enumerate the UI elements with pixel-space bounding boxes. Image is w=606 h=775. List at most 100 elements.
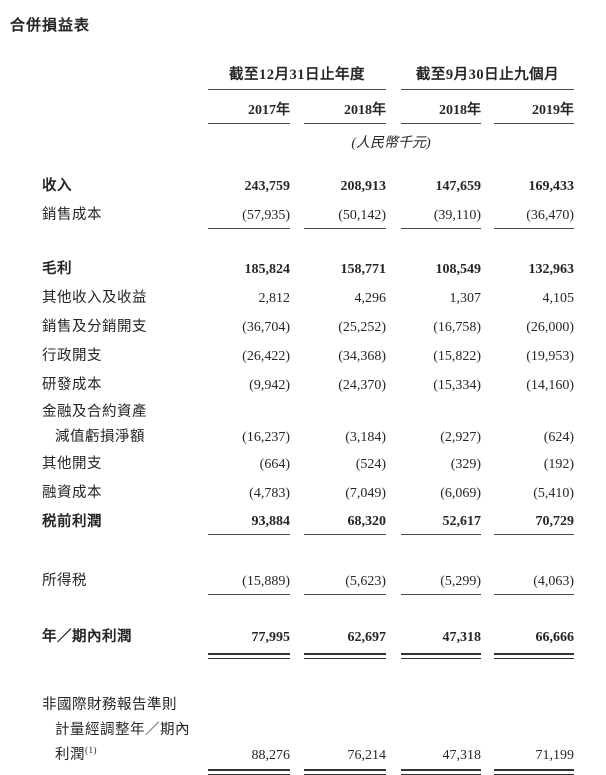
cell-value: 208,913 <box>340 179 387 194</box>
cell-value: (57,935) <box>208 199 290 229</box>
period-group-header: 截至9月30日止九個月 <box>401 59 575 90</box>
cell-value: 2,812 <box>258 290 291 306</box>
cell-value: (4,783) <box>249 485 290 501</box>
cell-value: (19,953) <box>526 348 575 364</box>
cell-value: (6,069) <box>440 485 482 501</box>
footnote-marker: (1) <box>85 744 97 755</box>
double-rule <box>401 768 482 775</box>
row-label: 銷售及分銷開支 <box>42 318 147 335</box>
year-header: 2017年 <box>208 89 290 124</box>
double-rule <box>304 652 387 659</box>
row-label: 收入 <box>42 178 72 194</box>
row-label: 非國際財務報告準則 <box>42 696 177 713</box>
cell-value: 77,995 <box>251 629 291 645</box>
row-label: 行政開支 <box>42 347 102 364</box>
cell-value: (5,623) <box>304 565 387 595</box>
cell-value: (5,299) <box>401 565 482 595</box>
cell-value: 93,884 <box>208 505 290 535</box>
double-rule-row <box>42 766 575 775</box>
gap-cell <box>290 90 304 124</box>
table-row-impairment-losses: 減值虧損淨額 (16,237) (3,184) (2,927) (624) <box>42 423 574 448</box>
row-label: 税前利潤 <box>42 513 102 530</box>
cell-value: (26,422) <box>242 348 290 364</box>
cell-value: (3,184) <box>345 429 387 445</box>
cell-value: (5,410) <box>533 485 575 501</box>
row-label: 銷售成本 <box>42 207 102 223</box>
table-row-revenue: 收入 243,759 208,913 147,659 169,433 <box>42 170 574 199</box>
table-row-gross-profit: 毛利 185,824 158,771 108,549 132,963 <box>42 253 574 282</box>
cell-value: 71,199 <box>535 747 575 763</box>
cell-value: 62,697 <box>347 629 387 645</box>
gap-cell <box>386 90 401 124</box>
double-rule <box>494 768 575 775</box>
cell-value: (16,758) <box>433 319 482 335</box>
table-row-profit-before-tax: 税前利潤 93,884 68,320 52,617 70,729 <box>42 505 575 535</box>
year-header: 2019年 <box>494 89 575 124</box>
table-row-unit-note: (人民幣千元) <box>42 124 574 155</box>
cell-value: 88,276 <box>251 747 291 763</box>
cell-value: (2,927) <box>440 429 482 445</box>
row-label: 金融及合約資產 <box>42 403 147 420</box>
cell-value: (14,160) <box>526 377 575 393</box>
cell-value: (192) <box>543 456 575 472</box>
double-rule <box>208 768 290 775</box>
table-row-year-headers: 2017年 2018年 2018年 2019年 <box>42 89 575 124</box>
empty-cell <box>42 59 208 90</box>
gap-cell <box>386 59 401 90</box>
table-row-non-ifrs-adjusted-profit: 利潤(1) 88,276 76,214 47,318 71,199 <box>42 741 574 766</box>
double-rule-row <box>42 650 575 659</box>
row-label: 其他收入及收益 <box>42 289 147 306</box>
currency-unit-note: (人民幣千元) <box>351 136 431 151</box>
spacer-row <box>42 659 574 691</box>
year-header: 2018年 <box>304 89 387 124</box>
row-label: 減值虧損淨額 <box>55 428 145 445</box>
cell-value: 70,729 <box>494 505 575 535</box>
cell-value: 4,105 <box>542 290 575 306</box>
cell-value: (329) <box>450 456 482 472</box>
cell-value: 108,549 <box>435 261 482 277</box>
cell-value: (664) <box>259 456 290 472</box>
cell-value: (24,370) <box>338 377 387 393</box>
table-row-rd-costs: 研發成本 (9,942) (24,370) (15,334) (14,160) <box>42 369 574 398</box>
row-label: 利潤(1) <box>55 744 97 763</box>
cell-value: (25,252) <box>338 319 387 335</box>
double-rule <box>208 652 290 659</box>
cell-value: 169,433 <box>528 179 575 194</box>
cell-value: 147,659 <box>435 179 482 194</box>
cell-value: 158,771 <box>340 261 387 277</box>
cell-value: (9,942) <box>249 377 290 393</box>
double-rule <box>304 768 387 775</box>
cell-value: (15,889) <box>208 565 290 595</box>
table-row-non-ifrs-label-line2: 計量經調整年／期內 <box>42 716 574 741</box>
cell-value: 66,666 <box>535 629 575 645</box>
cell-value: 47,318 <box>442 747 482 763</box>
cell-value: (50,142) <box>304 199 387 229</box>
cell-value: 68,320 <box>304 505 387 535</box>
row-label: 研發成本 <box>42 376 102 393</box>
table-row-other-income: 其他收入及收益 2,812 4,296 1,307 4,105 <box>42 282 574 311</box>
table-row-other-expenses: 其他開支 (664) (524) (329) (192) <box>42 448 574 477</box>
cell-value: (16,237) <box>242 429 290 445</box>
cell-value: 52,617 <box>401 505 482 535</box>
row-label: 年／期內利潤 <box>42 628 132 645</box>
table-row-selling-expenses: 銷售及分銷開支 (36,704) (25,252) (16,758) (26,0… <box>42 311 574 340</box>
cell-value: (15,822) <box>433 348 482 364</box>
table-row-non-ifrs-label-line1: 非國際財務報告準則 <box>42 691 574 716</box>
cell-value: 243,759 <box>244 179 291 194</box>
table-row-finance-costs: 融資成本 (4,783) (7,049) (6,069) (5,410) <box>42 477 574 506</box>
spacer-row <box>42 594 574 621</box>
cell-value: (524) <box>355 456 387 472</box>
spacer-row <box>42 228 574 253</box>
cell-value: (34,368) <box>338 348 387 364</box>
table-row-group-headers: 截至12月31日止年度 截至9月30日止九個月 <box>42 59 575 90</box>
spacer-row <box>42 154 574 170</box>
cell-value: (36,704) <box>242 319 290 335</box>
cell-value: (36,470) <box>494 199 575 229</box>
row-label: 其他開支 <box>42 455 102 472</box>
row-label: 融資成本 <box>42 484 102 501</box>
cell-value: 1,307 <box>449 290 482 306</box>
cell-value: 47,318 <box>442 629 482 645</box>
double-rule <box>494 652 575 659</box>
cell-value: (4,063) <box>494 565 575 595</box>
